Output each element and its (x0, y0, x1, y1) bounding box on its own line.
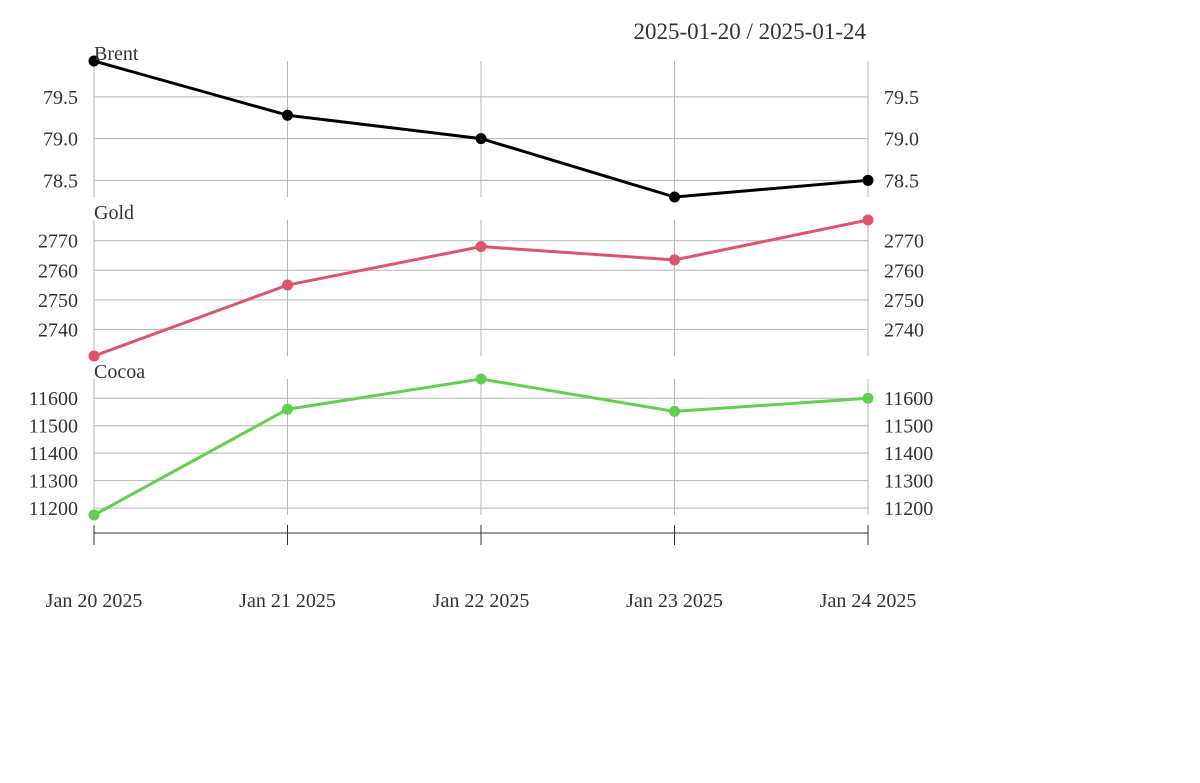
data-point-cocoa (282, 403, 293, 415)
y-tick-label-left: 11400 (29, 443, 78, 465)
data-point-gold (282, 279, 293, 291)
y-tick-label-right: 11400 (884, 443, 933, 465)
y-tick-label-left: 11600 (29, 388, 78, 410)
data-point-cocoa (669, 405, 680, 417)
data-point-gold (88, 350, 100, 362)
data-point-brent (862, 174, 874, 186)
y-tick-label-right: 79.0 (884, 129, 919, 151)
x-tick-label: Jan 23 2025 (626, 590, 723, 612)
y-tick-label-right: 11500 (884, 416, 933, 438)
panel-name-cocoa: Cocoa (94, 361, 145, 383)
y-tick-label-left: 2740 (38, 319, 78, 341)
panels-group: 79.5 79.5 79.0 79.0 78.5 78.5 Brent 2770 2770 276… (29, 43, 933, 521)
x-axis: Jan 20 2025 Jan 21 2025 Jan 22 2025 Jan 23 … (46, 525, 917, 612)
y-tick-label-left: 79.0 (43, 129, 78, 151)
data-point-cocoa (88, 509, 100, 521)
panel-gold: 2770 2770 2760 2760 2750 2750 2740 2740 Gold (38, 202, 924, 362)
y-tick-label-right: 11600 (884, 388, 933, 410)
data-point-brent (88, 55, 100, 67)
data-point-brent (282, 109, 293, 121)
y-tick-label-right: 2740 (884, 319, 924, 341)
data-point-cocoa (862, 392, 874, 404)
data-point-brent (669, 191, 680, 203)
y-tick-label-right: 2750 (884, 290, 924, 312)
y-tick-label-left: 11200 (29, 498, 78, 520)
y-tick-label-right: 2770 (884, 231, 924, 253)
panel-name-brent: Brent (94, 43, 139, 65)
y-tick-label-left: 2770 (38, 231, 78, 253)
x-tick-label: Jan 21 2025 (239, 590, 336, 612)
x-tick-label: Jan 20 2025 (46, 590, 143, 612)
y-tick-label-right: 2760 (884, 260, 924, 282)
y-tick-label-left: 11300 (29, 471, 78, 493)
data-point-gold (862, 214, 874, 226)
panel-brent: 79.5 79.5 79.0 79.0 78.5 78.5 Brent (43, 43, 919, 203)
y-tick-label-left: 2760 (38, 260, 78, 282)
panel-name-gold: Gold (94, 202, 134, 224)
date-range-label: 2025-01-20 / 2025-01-24 (633, 19, 866, 44)
x-tick-label: Jan 24 2025 (820, 590, 917, 612)
y-tick-label-right: 79.5 (884, 87, 919, 109)
y-tick-label-left: 11500 (29, 416, 78, 438)
data-point-gold (475, 241, 487, 253)
data-point-brent (475, 133, 487, 145)
y-tick-label-right: 11200 (884, 498, 933, 520)
data-point-cocoa (475, 373, 487, 385)
data-point-gold (669, 254, 680, 266)
panel-cocoa: 11600 11600 11500 11500 11400 11400 11300 11300… (29, 361, 933, 521)
y-tick-label-left: 79.5 (43, 87, 78, 109)
y-tick-label-right: 11300 (884, 471, 933, 493)
x-tick-label: Jan 22 2025 (433, 590, 530, 612)
y-tick-label-right: 78.5 (884, 170, 919, 192)
y-tick-label-left: 2750 (38, 290, 78, 312)
y-tick-label-left: 78.5 (43, 170, 78, 192)
